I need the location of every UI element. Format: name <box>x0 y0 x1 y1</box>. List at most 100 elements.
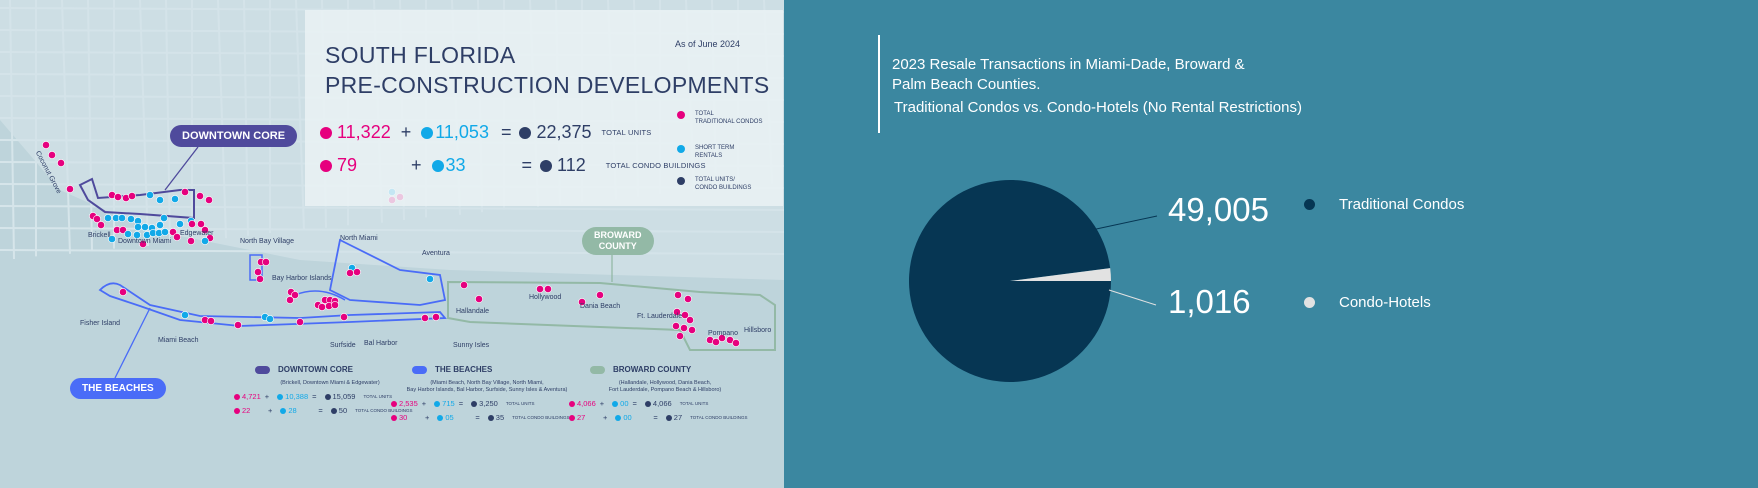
place-label: Hallandale <box>456 308 490 315</box>
traditional-condo-dot <box>596 291 604 299</box>
region-units-row: 4,721 +10,388 = 15,059 TOTAL UNITS <box>230 392 430 401</box>
short-term-rental-dot <box>161 228 169 236</box>
traditional-condo-dot <box>197 220 205 228</box>
region-buildings-row: 27 +00 = 27 TOTAL CONDO BUILDINGS <box>565 413 765 422</box>
broward-label-line2: COUNTY <box>598 241 637 251</box>
traditional-condo-dot <box>353 268 361 276</box>
downtown-core-callout: DOWNTOWN CORE <box>170 125 298 147</box>
traditional-condo-dot <box>421 314 429 322</box>
beaches-callout: THE BEACHES <box>70 378 166 399</box>
place-label: Bal Harbor <box>364 340 398 347</box>
region-summary: DOWNTOWN CORE (Brickell, Downtown Miami … <box>230 365 430 415</box>
region-header: THE BEACHES <box>387 365 587 374</box>
pie-slice-condo-hotels <box>1010 268 1111 281</box>
traditional-condo-dot <box>256 275 264 283</box>
traditional-condo-dot <box>732 339 740 347</box>
region-name: DOWNTOWN CORE <box>278 365 353 374</box>
traditional-condo-dot <box>331 301 339 309</box>
traditional-condo-dot <box>346 269 354 277</box>
traditional-condo-dot <box>460 281 468 289</box>
region-swatch <box>590 365 605 374</box>
short-term-rental-dot <box>176 220 184 228</box>
traditional-condo-dot <box>686 316 694 324</box>
traditional-condo-dot <box>684 295 692 303</box>
traditional-condo-dot <box>97 221 105 229</box>
leader-line-condo-hotels <box>1108 289 1157 306</box>
legend-traditional: TOTAL TRADITIONAL CONDOS <box>677 110 762 126</box>
place-label: Downtown Miami <box>118 238 172 245</box>
short-term-rental-dot <box>146 191 154 199</box>
legend-traditional-condos: Traditional Condos <box>1304 196 1464 213</box>
legend-short-term: SHORT TERM RENTALS <box>677 144 734 160</box>
region-units-row: 2,535 +715 = 3,250 TOTAL UNITS <box>387 399 587 408</box>
traditional-condo-dot <box>114 193 122 201</box>
traditional-condo-dot <box>672 322 680 330</box>
traditional-condo-dot <box>718 334 726 342</box>
short-term-rental-dot <box>156 196 164 204</box>
region-name: BROWARD COUNTY <box>613 365 692 374</box>
place-label: Edgewater <box>180 230 214 237</box>
traditional-condo-dot <box>475 295 483 303</box>
place-label: North Bay Village <box>240 238 294 245</box>
traditional-value-label: 49,005 <box>1168 191 1269 228</box>
traditional-condo-dot <box>207 317 215 325</box>
place-label: Sunny Isles <box>453 342 490 349</box>
region-name: THE BEACHES <box>435 365 493 374</box>
broward-label-line1: BROWARD <box>594 230 642 240</box>
pie-chart <box>909 180 1158 382</box>
traditional-condo-dot <box>66 185 74 193</box>
place-label: Ft. Lauderdale <box>637 313 683 320</box>
equals-sign: = <box>500 122 512 142</box>
traditional-condo-dot <box>544 285 552 293</box>
traditional-condo-dot <box>286 296 294 304</box>
beaches-outline <box>98 282 447 327</box>
resale-chart-panel: 2023 Resale Transactions in Miami-Dade, … <box>784 0 1758 488</box>
short-term-rental-dot <box>160 214 168 222</box>
traditional-condo-dot <box>57 159 65 167</box>
traditional-condo-dot <box>234 321 242 329</box>
title-line1: SOUTH FLORIDA <box>325 42 516 68</box>
traditional-condo-dot <box>296 318 304 326</box>
short-term-rental-dot <box>171 195 179 203</box>
traditional-condo-dot <box>254 268 262 276</box>
traditional-condo-dot <box>291 291 299 299</box>
place-label: North Miami <box>340 235 378 242</box>
chart-title: 2023 Resale Transactions in Miami-Dade, … <box>892 56 1245 93</box>
short-term-rental-dot <box>134 223 142 231</box>
place-label: Hillsboro <box>744 327 772 334</box>
broward-callout: BROWARD COUNTY <box>582 227 654 255</box>
buildings-total: 112 <box>557 155 586 175</box>
buildings-label: TOTAL CONDO BUILDINGS <box>605 161 706 170</box>
traditional-condo-dot <box>201 226 209 234</box>
place-label: Bay Harbor Islands <box>272 275 332 282</box>
traditional-condo-dot <box>93 215 101 223</box>
short-term-rental-dot <box>201 237 209 245</box>
region-summary: BROWARD COUNTY (Hallandale, Hollywood, D… <box>565 365 765 422</box>
region-summary: THE BEACHES (Miami Beach, North Bay Vill… <box>387 365 587 422</box>
buildings-traditional: 79 <box>337 155 358 175</box>
region-units-row: 4,066 +00 = 4,066 TOTAL UNITS <box>565 399 765 408</box>
traditional-condo-dot <box>688 326 696 334</box>
leader-line-traditional <box>1086 215 1158 232</box>
units-short-term: 11,053 <box>435 122 489 142</box>
region-buildings-row: 30 +05 = 35 TOTAL CONDO BUILDINGS <box>387 413 587 422</box>
totals-panel: SOUTH FLORIDA PRE-CONSTRUCTION DEVELOPMEN… <box>305 10 783 206</box>
traditional-condo-dot <box>340 313 348 321</box>
region-swatch <box>412 365 427 374</box>
condo-hotels-value-label: 1,016 <box>1168 283 1251 320</box>
short-term-rental-dot <box>108 235 116 243</box>
map-infographic: DOWNTOWN CORE THE BEACHES BROWARD COUNTY … <box>0 0 784 488</box>
traditional-condo-dot <box>318 303 326 311</box>
as-of-date: As of June 2024 <box>675 39 741 49</box>
traditional-condo-dot <box>680 324 688 332</box>
title-accent-bar <box>878 35 880 133</box>
traditional-condo-dot <box>676 332 684 340</box>
total-units-row: 11,322 + 11,053 = 22,375 TOTAL UNITS <box>320 122 652 143</box>
place-label: Aventura <box>422 250 450 257</box>
buildings-short-term: 33 <box>445 155 466 175</box>
region-areas: (Miami Beach, North Bay Village, North M… <box>406 380 568 393</box>
plus-sign: + <box>400 122 412 142</box>
region-buildings-row: 22 +28 = 50 TOTAL CONDO BUILDINGS <box>230 406 430 415</box>
traditional-condo-dot <box>536 285 544 293</box>
title-line2: PRE-CONSTRUCTION DEVELOPMENTS <box>325 72 770 98</box>
